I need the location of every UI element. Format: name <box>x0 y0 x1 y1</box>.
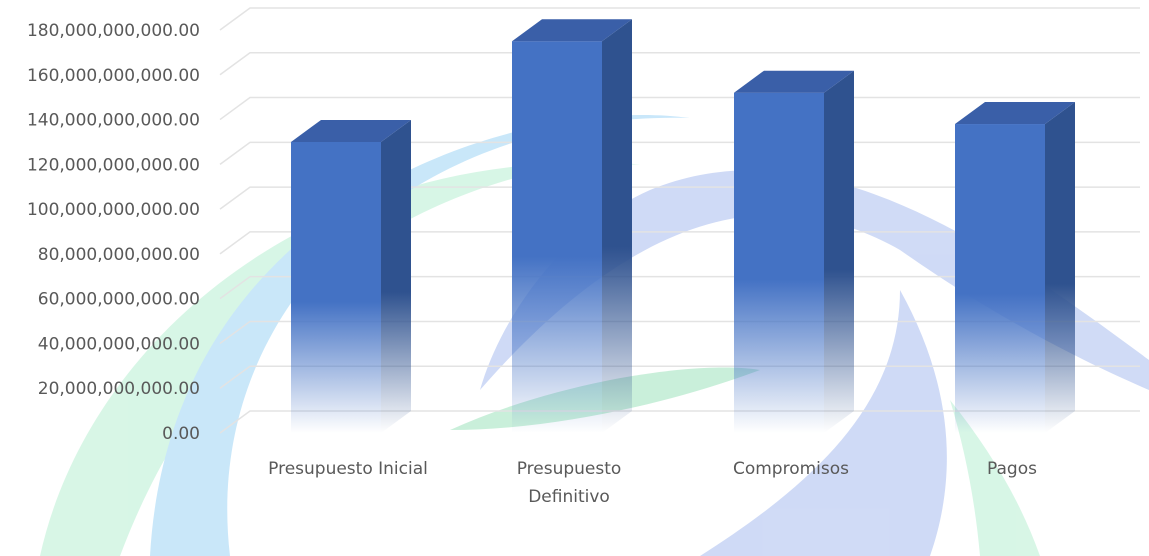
y-tick-label: 60,000,000,000.00 <box>38 290 200 310</box>
bar-side <box>602 19 632 433</box>
bar <box>512 19 632 433</box>
y-tick-label: 100,000,000,000.00 <box>27 200 200 220</box>
gridline <box>220 8 1140 30</box>
bar-side <box>824 71 854 433</box>
y-tick-label: 40,000,000,000.00 <box>38 334 200 354</box>
x-category-label: Compromisos <box>733 459 849 479</box>
bar-side <box>381 120 411 433</box>
y-tick-label: 120,000,000,000.00 <box>27 155 200 175</box>
y-tick-label: 140,000,000,000.00 <box>27 111 200 131</box>
bar-front <box>512 41 602 433</box>
x-category-label: Presupuesto Inicial <box>268 459 428 479</box>
bar <box>955 102 1075 433</box>
x-category-label: Pagos <box>987 459 1037 479</box>
bar-front <box>291 142 381 433</box>
bar-front <box>955 124 1045 433</box>
bar-front <box>734 93 824 433</box>
y-tick-label: 0.00 <box>162 424 200 444</box>
y-tick-label: 80,000,000,000.00 <box>38 245 200 265</box>
bar <box>734 71 854 433</box>
y-tick-label: 160,000,000,000.00 <box>27 66 200 86</box>
y-axis-tick-labels: 0.00 20,000,000,000.00 40,000,000,000.00 60… <box>27 21 200 444</box>
y-tick-label: 20,000,000,000.00 <box>38 379 200 399</box>
gridline <box>220 53 1140 75</box>
bar <box>291 120 411 433</box>
y-tick-label: 180,000,000,000.00 <box>27 21 200 41</box>
bar-side <box>1045 102 1075 433</box>
x-category-label: Presupuesto Definitivo <box>517 459 622 507</box>
